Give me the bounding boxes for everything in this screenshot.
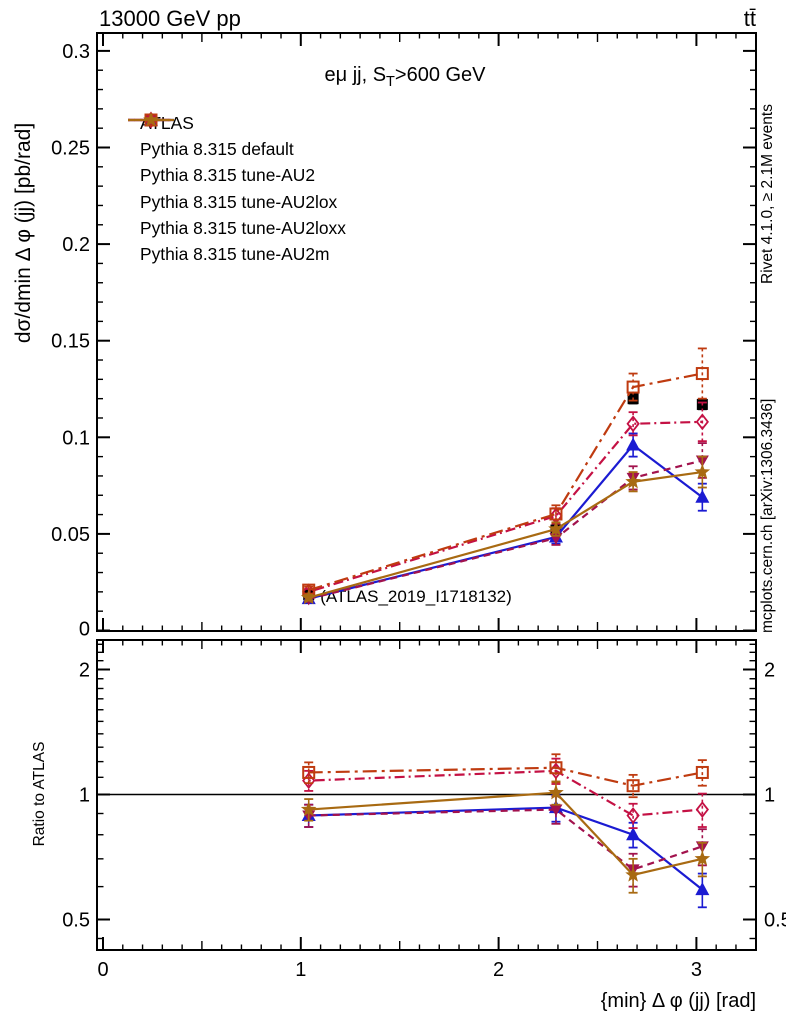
series-marker: [626, 380, 640, 394]
x-axis-title: {min} Δ φ (jj) [rad]: [601, 990, 756, 1012]
series-marker: [694, 850, 711, 866]
series-line: [308, 459, 703, 600]
x-tick-label: 3: [691, 959, 702, 981]
series-marker: [626, 779, 640, 793]
series-ratio: [302, 753, 709, 799]
y-tick-label-ratio-left: 0.5: [62, 910, 90, 932]
y-tick-label-main: 0: [79, 619, 90, 641]
series-marker: [548, 784, 564, 800]
y-tick-label-main: 0.3: [62, 41, 90, 63]
analysis-watermark: (ATLAS_2019_I1718132): [320, 587, 512, 606]
legend-label: Pythia 8.315 default: [140, 138, 294, 159]
legend-marker-glyph: [143, 111, 159, 127]
series-marker: [695, 765, 709, 779]
series-line: [308, 420, 703, 593]
series-main: [300, 455, 711, 605]
tune-au2m-marker-icon: [128, 111, 174, 127]
legend-item-pythia-default: Pythia 8.315 default: [126, 112, 346, 162]
series-marker: [549, 507, 563, 521]
series-main: [302, 347, 709, 597]
legend-item-tune-au2loxx: Pythia 8.315 tune-AU2loxx: [126, 113, 346, 241]
y-tick-label-ratio-right: 1: [764, 785, 775, 807]
series-marker: [626, 415, 640, 433]
x-tick-label: 2: [493, 959, 504, 981]
axis-tick-labels: 0 1 2 3 0 0.05 0.1 0.15 0.2 0.25 0.3 0.5 0.5 1 1 2 2: [51, 41, 786, 981]
series-line: [308, 470, 703, 599]
series-marker: [549, 804, 563, 817]
series-line: [308, 806, 704, 891]
axis-ticks: [97, 33, 756, 950]
series-marker: [625, 866, 641, 882]
series-line: [308, 443, 703, 600]
series-marker: [625, 473, 641, 489]
series-marker: [549, 761, 563, 775]
series-marker: [694, 463, 711, 479]
series-marker: [695, 489, 710, 503]
legend-item-tune-au2: Pythia 8.315 tune-AU2: [126, 115, 346, 189]
cut-subtitle: eμ jj, ST>600 GeV: [324, 64, 486, 90]
series-main: [302, 401, 709, 601]
mcplots-arxiv-note: mcplots.cern.ch [arXiv:1306.3436]: [759, 399, 776, 633]
series-main: [302, 442, 709, 606]
legend-label: Pythia 8.315 tune-AU2m: [140, 244, 330, 265]
series-line: [308, 769, 703, 817]
beam-title: 13000 GeV pp: [99, 6, 241, 31]
x-tick-label: 0: [97, 959, 108, 981]
series-marker: [300, 589, 317, 605]
y-tick-label-ratio-left: 2: [79, 660, 90, 682]
legend: ATLAS Pythia 8.315 default Pythia 8.315 …: [126, 110, 346, 268]
legend-label: Pythia 8.315 tune-AU2lox: [140, 191, 338, 212]
data-series: [300, 347, 711, 909]
y-tick-label-main: 0.25: [51, 138, 90, 160]
series-line: [308, 791, 703, 877]
process-title: tt̄: [744, 6, 756, 31]
rivet-version-note: Rivet 4.1.0, ≥ 2.1M events: [759, 104, 776, 284]
y-axis-title-main: dσ/dmin Δ φ (jj) [pb/rad]: [12, 123, 35, 343]
y-tick-label-main: 0.15: [51, 331, 90, 353]
x-tick-label: 1: [295, 959, 306, 981]
y-tick-label-main: 0.2: [62, 234, 90, 256]
series-marker: [695, 882, 710, 896]
series-marker: [626, 807, 640, 824]
series-marker: [626, 437, 641, 451]
series-marker: [302, 765, 316, 779]
series-marker: [695, 367, 709, 381]
legend-label: Pythia 8.315 tune-AU2loxx: [140, 217, 346, 238]
series-marker: [300, 801, 317, 817]
legend-item-tune-au2lox: Pythia 8.315 tune-AU2lox: [126, 111, 346, 215]
y-tick-label-ratio-right: 0.5: [764, 910, 786, 932]
y-axis-title-ratio: Ratio to ATLAS: [31, 742, 48, 847]
series-marker: [695, 801, 709, 818]
series-ratio: [300, 780, 711, 894]
y-tick-label-ratio-left: 1: [79, 785, 90, 807]
main-panel-frame: [96, 32, 757, 632]
legend-item-tune-au2m: Pythia 8.315 tune-AU2m: [126, 111, 346, 267]
series-marker: [695, 413, 709, 431]
series-main: [301, 432, 710, 605]
series-line: [308, 808, 703, 871]
y-tick-label-main: 0.05: [51, 524, 90, 546]
series-line: [308, 372, 703, 592]
y-tick-label-main: 0.1: [62, 427, 90, 449]
y-tick-label-ratio-right: 2: [764, 660, 775, 682]
series-marker: [548, 520, 564, 536]
series-line: [308, 766, 703, 787]
legend-label: Pythia 8.315 tune-AU2: [140, 165, 315, 186]
series-marker: [626, 827, 641, 841]
series-ratio: [302, 795, 709, 888]
